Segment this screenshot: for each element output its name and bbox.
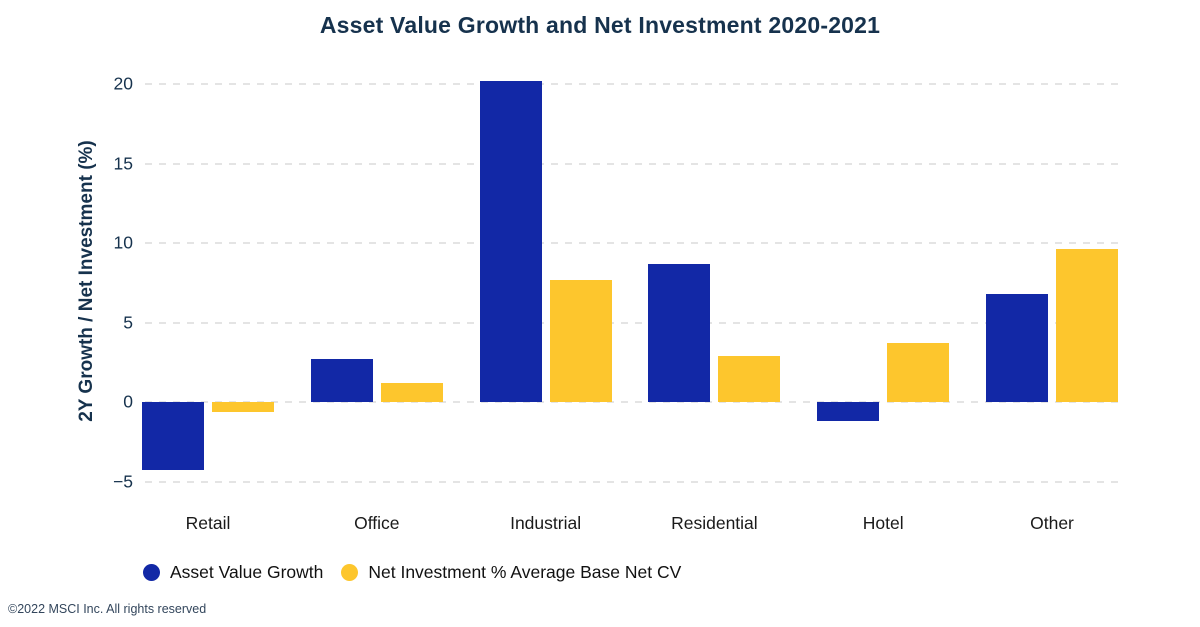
legend-item-asset-value-growth: Asset Value Growth bbox=[143, 562, 323, 583]
y-tick-label: −5 bbox=[113, 471, 133, 491]
bar-net-investment-average-base-net-cv-other bbox=[1056, 249, 1118, 402]
y-tick-label: 10 bbox=[113, 232, 133, 253]
y-tick-label: 20 bbox=[113, 73, 133, 94]
x-category-label: Hotel bbox=[862, 513, 904, 533]
gridline bbox=[145, 162, 1121, 165]
copyright-text: ©2022 MSCI Inc. All rights reserved bbox=[8, 602, 207, 616]
legend-label: Asset Value Growth bbox=[170, 562, 324, 582]
x-category-label: Residential bbox=[671, 513, 758, 533]
gridline bbox=[145, 321, 1121, 324]
bar-asset-value-growth-hotel bbox=[817, 402, 880, 422]
x-category-label: Industrial bbox=[510, 513, 582, 533]
y-tick-label: 15 bbox=[113, 153, 133, 173]
legend-item-net-investment: Net Investment % Average Base Net CV bbox=[341, 562, 681, 583]
bar-net-investment-average-base-net-cv-retail bbox=[212, 402, 274, 412]
gridline bbox=[145, 401, 1121, 403]
y-tick-label: 5 bbox=[123, 312, 133, 332]
bar-asset-value-growth-residential bbox=[648, 263, 711, 402]
gridline bbox=[145, 83, 1121, 85]
y-tick-label: 0 bbox=[123, 391, 133, 412]
x-category-label: Office bbox=[354, 513, 400, 533]
bar-asset-value-growth-office bbox=[310, 359, 373, 402]
legend: Asset Value Growth Net Investment % Aver… bbox=[143, 562, 681, 583]
legend-swatch-blue-icon bbox=[143, 564, 160, 581]
bar-asset-value-growth-retail bbox=[142, 402, 204, 471]
bar-net-investment-average-base-net-cv-residential bbox=[718, 355, 781, 402]
bar-net-investment-average-base-net-cv-industrial bbox=[549, 279, 612, 402]
bar-asset-value-growth-industrial bbox=[479, 80, 542, 402]
gridline bbox=[145, 242, 1121, 244]
x-category-label: Retail bbox=[185, 513, 231, 533]
legend-label: Net Investment % Average Base Net CV bbox=[368, 562, 682, 582]
legend-swatch-yellow-icon bbox=[341, 564, 359, 581]
bar-asset-value-growth-other bbox=[986, 293, 1048, 402]
bar-net-investment-average-base-net-cv-hotel bbox=[887, 343, 950, 402]
x-category-label: Other bbox=[1030, 513, 1074, 533]
gridline bbox=[145, 480, 1121, 483]
chart-title: Asset Value Growth and Net Investment 20… bbox=[319, 12, 881, 38]
bar-net-investment-average-base-net-cv-office bbox=[380, 382, 443, 402]
